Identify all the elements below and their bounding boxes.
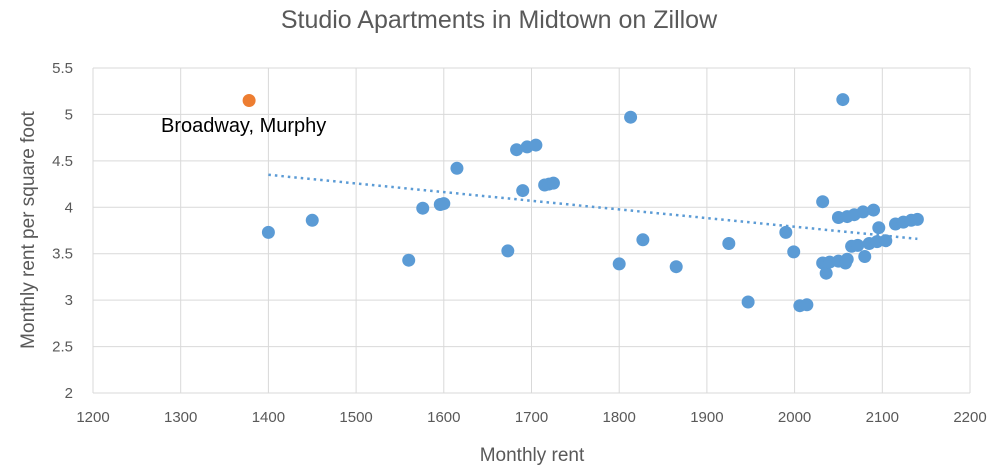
y-tick-label: 3.5: [52, 246, 73, 263]
data-point: [910, 212, 924, 226]
x-tick-label: 2200: [953, 409, 986, 426]
gridlines: [92, 67, 971, 394]
data-point: [879, 234, 893, 248]
x-axis-ticks: 1200 1300 1400 1500 1600 1700 1800 1900 2000 2100…: [76, 409, 986, 426]
data-point: [741, 295, 755, 309]
data-point: [416, 201, 430, 215]
data-point: [501, 244, 515, 258]
x-tick-label: 2000: [778, 409, 811, 426]
data-point: [867, 203, 881, 217]
data-point: [510, 143, 524, 157]
data-points: [242, 93, 924, 313]
x-tick-label: 1300: [164, 409, 197, 426]
data-point: [529, 138, 543, 152]
data-point: [819, 266, 833, 280]
x-tick-label: 1800: [603, 409, 636, 426]
data-point: [437, 197, 451, 211]
data-point: [669, 260, 683, 274]
x-tick-label: 1900: [690, 409, 723, 426]
x-tick-label: 1600: [427, 409, 460, 426]
x-tick-label: 1200: [76, 409, 109, 426]
x-tick-label: 1700: [515, 409, 548, 426]
trendline-layer: [268, 173, 918, 241]
data-point: [787, 245, 801, 259]
data-point: [779, 225, 793, 239]
data-point: [840, 252, 854, 266]
data-point: [402, 253, 416, 267]
data-point: [636, 233, 650, 247]
x-tick-label: 1500: [339, 409, 372, 426]
y-tick-label: 4: [65, 199, 73, 216]
data-point: [816, 195, 830, 209]
data-point: [261, 225, 275, 239]
data-point: [722, 237, 736, 250]
point-annotation: Broadway, Murphy: [161, 115, 326, 137]
y-tick-label: 3: [65, 292, 73, 309]
data-point: [800, 298, 814, 312]
data-point: [516, 184, 530, 198]
y-tick-label: 2.5: [52, 339, 73, 356]
data-point: [836, 93, 850, 107]
y-tick-label: 5: [65, 106, 73, 123]
data-point: [624, 110, 638, 124]
y-axis-label: Monthly rent per square foot: [18, 110, 39, 348]
data-point: [858, 250, 872, 263]
x-tick-label: 1400: [252, 409, 285, 426]
trendline: [268, 173, 918, 241]
x-tick-label: 2100: [866, 409, 899, 426]
y-tick-label: 4.5: [52, 153, 73, 170]
data-point: [612, 257, 626, 271]
data-point: [856, 205, 870, 219]
data-point: [450, 161, 464, 175]
data-point: [872, 221, 886, 235]
y-axis-ticks: 2 2.5 3 3.5 4 4.5 5 5.5: [52, 60, 73, 402]
y-tick-label: 2: [65, 385, 73, 402]
data-point: [305, 213, 319, 227]
x-axis-label: Monthly rent: [480, 445, 585, 466]
highlighted-data-point: [242, 94, 256, 107]
y-tick-label: 5.5: [52, 60, 73, 77]
data-point: [851, 238, 865, 252]
chart-title: Studio Apartments in Midtown on Zillow: [281, 6, 718, 34]
data-point: [546, 176, 560, 190]
